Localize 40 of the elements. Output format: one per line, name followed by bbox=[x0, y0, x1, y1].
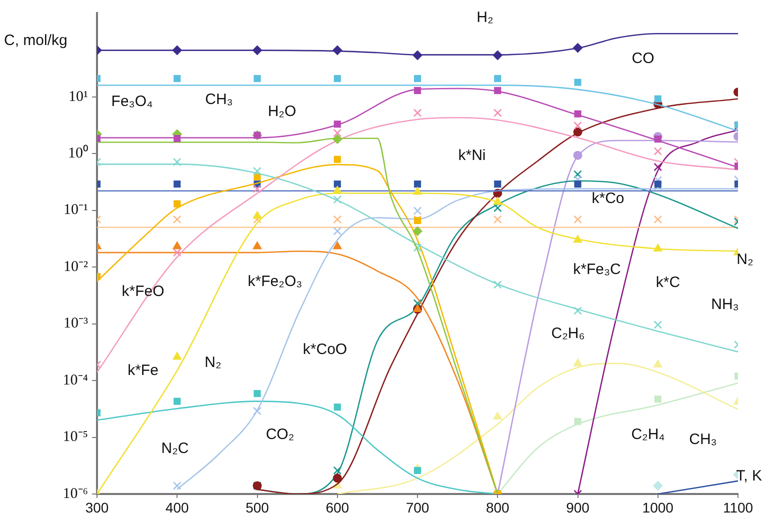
y-tick-label: 10⁻¹ bbox=[64, 202, 88, 218]
x-tick-label: 700 bbox=[406, 499, 430, 516]
annotation: H₂O bbox=[268, 103, 296, 120]
annotation: NH₃ bbox=[711, 296, 739, 314]
x-axis-title: T, K bbox=[736, 468, 762, 485]
y-tick-label: 10⁻³ bbox=[64, 316, 88, 332]
y-tick-label: 10⁻⁴ bbox=[62, 372, 88, 388]
annotation: k*Ni bbox=[458, 147, 486, 164]
annotation: Fe₃O₄ bbox=[111, 93, 153, 110]
annotation: k*CoO bbox=[302, 341, 348, 358]
x-tick-label: 400 bbox=[165, 499, 190, 516]
y-tick-label: 10⁻⁶ bbox=[62, 486, 88, 502]
y-tick-label: 10⁰ bbox=[68, 144, 88, 162]
annotation: CO bbox=[632, 50, 654, 68]
annotation: CH₃ bbox=[205, 91, 233, 108]
y-axis-title: C, mol/kg bbox=[4, 32, 68, 50]
annotation: k*Co bbox=[592, 190, 624, 208]
annotation: CO₂ bbox=[266, 426, 294, 444]
annotation: H₂ bbox=[476, 9, 494, 26]
annotation: N₂C bbox=[161, 440, 189, 458]
annotation: C₂H₄ bbox=[631, 426, 665, 444]
annotation: k*Fe₂O₃ bbox=[248, 273, 302, 290]
y-tick-label: 10⁻² bbox=[64, 258, 88, 275]
annotation: N₂ bbox=[204, 354, 222, 372]
x-tick-label: 600 bbox=[326, 499, 350, 516]
annotation: k*FeO bbox=[122, 283, 164, 300]
x-tick-label: 1000 bbox=[642, 499, 674, 516]
annotation: k*Fe₃C bbox=[573, 261, 622, 278]
x-tick-label: 800 bbox=[486, 499, 510, 516]
annotation: k*C bbox=[656, 274, 680, 292]
x-tick-label: 500 bbox=[246, 499, 270, 516]
x-tick-label: 900 bbox=[566, 499, 590, 516]
annotation: N₂ bbox=[736, 251, 754, 268]
annotation: CH₃ bbox=[689, 431, 717, 448]
annotation: C₂H₆ bbox=[551, 325, 585, 342]
x-tick-label: 300 bbox=[85, 499, 109, 516]
x-tick-label: 1100 bbox=[722, 499, 754, 516]
y-tick-label: 10¹ bbox=[68, 88, 88, 105]
y-tick-label: 10⁻⁵ bbox=[62, 429, 88, 446]
annotation: k*Fe bbox=[128, 362, 158, 380]
